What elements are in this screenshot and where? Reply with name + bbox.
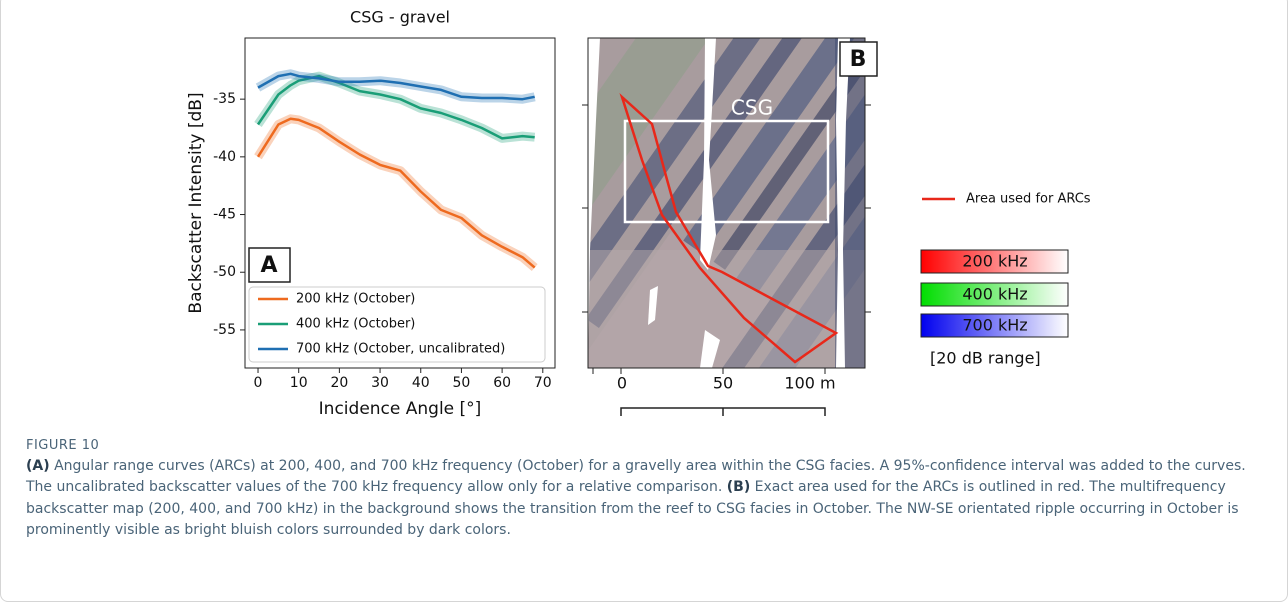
region-label: CSG bbox=[731, 96, 773, 120]
legend-label: 400 kHz (October) bbox=[296, 317, 415, 332]
y-tick-label: -40 bbox=[213, 149, 236, 165]
x-tick-label: 50 bbox=[453, 375, 471, 391]
outline-legend: Area used for ARCs bbox=[966, 192, 1091, 207]
scale-label: 50 bbox=[713, 374, 733, 393]
panel-label-box bbox=[839, 41, 878, 77]
scale-label: 100 m bbox=[784, 374, 835, 393]
colorbar-label: 400 kHz bbox=[962, 285, 1027, 304]
scale-label: 0 bbox=[617, 374, 627, 393]
backscatter-map bbox=[588, 38, 865, 368]
legend-label: 200 kHz (October) bbox=[296, 292, 415, 307]
x-tick-label: 40 bbox=[412, 375, 430, 391]
caption-panel-label: (A) bbox=[26, 458, 50, 474]
colorbar bbox=[920, 249, 1069, 274]
y-tick-label: -55 bbox=[213, 322, 236, 338]
legend-label: 700 kHz (October, uncalibrated) bbox=[296, 342, 505, 357]
figure-label: FIGURE 10 bbox=[26, 438, 100, 453]
colorbar bbox=[920, 282, 1069, 307]
caption-text: Exact area used for the ARCs is outlined… bbox=[26, 479, 1239, 538]
series-line bbox=[256, 74, 535, 140]
x-axis-label: Incidence Angle [°] bbox=[319, 399, 482, 419]
y-tick-label: -45 bbox=[213, 207, 236, 223]
x-tick-label: 10 bbox=[290, 375, 308, 391]
x-tick-label: 70 bbox=[534, 375, 552, 391]
panel-label-box bbox=[248, 247, 291, 283]
chart-title: CSG - gravel bbox=[350, 8, 450, 27]
y-tick-label: -35 bbox=[213, 91, 236, 107]
map-frame bbox=[587, 37, 866, 369]
colorbar-label: 700 kHz bbox=[962, 316, 1027, 335]
series-line bbox=[257, 72, 535, 101]
x-tick-label: 60 bbox=[493, 375, 511, 391]
colorbar bbox=[920, 313, 1069, 338]
figure-caption: (A) Angular range curves (ARCs) at 200, … bbox=[26, 456, 1262, 541]
figure-graphic: B CSG 0 50 100 m Area used for ARCs [20 … bbox=[186, 8, 1091, 420]
arc-area-outline bbox=[619, 92, 839, 364]
map-ticks bbox=[582, 104, 871, 416]
legend-box bbox=[248, 286, 546, 363]
series-line bbox=[256, 117, 536, 269]
csg-box bbox=[623, 119, 830, 224]
plot-frame bbox=[244, 37, 556, 369]
colorbar-note: [20 dB range] bbox=[930, 349, 1041, 368]
y-tick-label: -50 bbox=[213, 264, 236, 280]
panel-label: A bbox=[260, 253, 277, 278]
x-tick-label: 20 bbox=[330, 375, 348, 391]
caption-panel-label: (B) bbox=[726, 479, 751, 496]
colorbar-label: 200 kHz bbox=[962, 252, 1027, 271]
panel-label: B bbox=[850, 47, 867, 72]
x-tick-label: 0 bbox=[254, 375, 263, 391]
confidence-band bbox=[254, 114, 538, 272]
y-axis-label: Backscatter Intensity [dB] bbox=[186, 92, 206, 313]
x-tick-label: 30 bbox=[371, 375, 389, 391]
caption-text: Angular range curves (ARCs) at 200, 400,… bbox=[26, 458, 1246, 496]
